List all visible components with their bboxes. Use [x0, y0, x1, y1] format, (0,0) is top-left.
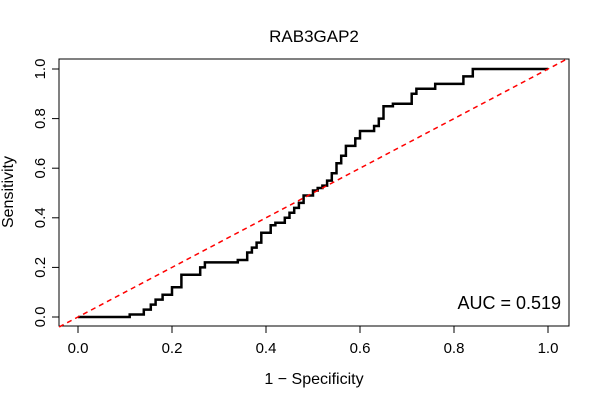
x-tick-label: 0.2	[162, 340, 183, 357]
x-tick-label: 0.4	[256, 340, 277, 357]
y-tick-label: 0.6	[32, 158, 49, 179]
y-tick-label: 1.0	[32, 59, 49, 80]
auc-annotation: AUC = 0.519	[457, 293, 561, 313]
series-layer	[58, 58, 568, 328]
reference-diagonal-line	[58, 58, 568, 328]
y-tick-label: 0.8	[32, 108, 49, 129]
y-tick-label: 0.4	[32, 207, 49, 228]
y-tick-label: 0.0	[32, 307, 49, 328]
x-tick-label: 0.6	[350, 340, 371, 357]
y-axis-label: Sensitivity	[0, 156, 17, 228]
roc-curve	[78, 67, 548, 319]
x-tick-label: 1.0	[538, 340, 559, 357]
x-axis-label: 1 − Specificity	[264, 371, 363, 388]
x-axis: 0.0 0.2 0.4 0.6 0.8 1.0	[68, 325, 559, 357]
y-tick-label: 0.2	[32, 257, 49, 278]
x-tick-label: 0.8	[444, 340, 465, 357]
x-tick-label: 0.0	[68, 340, 89, 357]
chart-title: RAB3GAP2	[269, 27, 359, 46]
y-axis: 0.0 0.2 0.4 0.6 0.8 1.0	[32, 59, 60, 328]
